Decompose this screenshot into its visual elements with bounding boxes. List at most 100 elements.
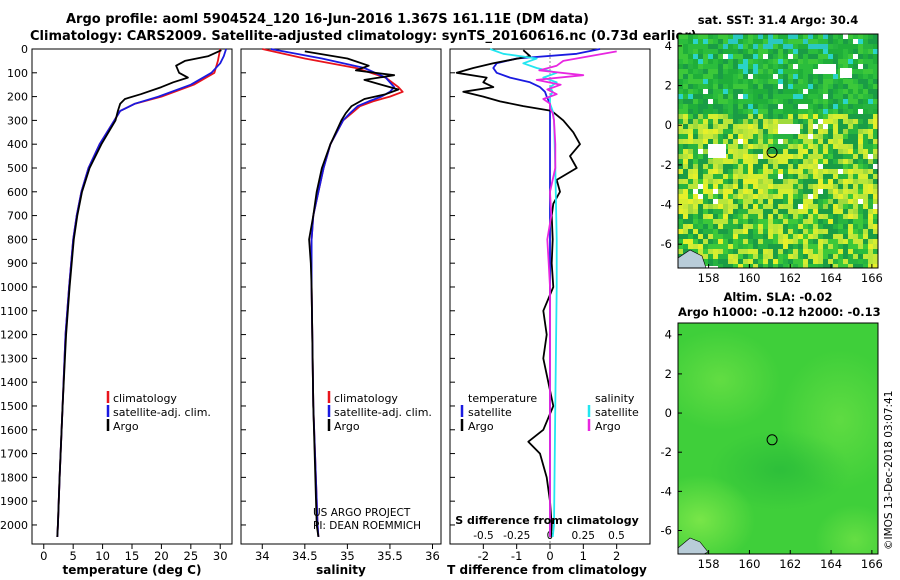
sst-cell	[753, 259, 758, 264]
sst-cell	[758, 34, 763, 39]
sst-cell	[708, 59, 713, 64]
sst-cell	[783, 44, 788, 49]
sst-cell	[808, 89, 813, 94]
series-line-t-satellite	[492, 48, 601, 537]
sst-cell	[823, 134, 828, 139]
sst-cell	[828, 164, 833, 169]
sst-cell	[718, 134, 723, 139]
sst-cell	[723, 99, 728, 104]
sst-cell	[768, 154, 773, 159]
sst-cell	[818, 219, 823, 224]
sst-cell	[863, 79, 868, 84]
sst-cell	[743, 239, 748, 244]
sst-cell	[818, 204, 823, 209]
sst-cell	[853, 94, 858, 99]
sst-cell	[793, 224, 798, 229]
sst-cell	[803, 179, 808, 184]
sst-cell	[708, 54, 713, 59]
sst-cell	[773, 159, 778, 164]
sst-cell	[833, 124, 838, 129]
sst-cell	[823, 139, 828, 144]
depth-tick-label: 1100	[0, 305, 28, 318]
sst-cell	[858, 264, 863, 268]
sst-cell	[753, 179, 758, 184]
sst-cell	[718, 259, 723, 264]
sst-cell	[758, 129, 763, 134]
sst-cell	[733, 144, 738, 149]
salinity-xlabel: salinity	[316, 563, 366, 577]
sst-cell	[828, 74, 833, 79]
sst-cell	[808, 109, 813, 114]
sst-cell	[758, 259, 763, 264]
sst-cell	[843, 114, 848, 119]
depth-tick-label: 2000	[0, 519, 28, 532]
sst-cell	[703, 209, 708, 214]
sst-cell	[678, 239, 683, 244]
sst-cell	[718, 224, 723, 229]
sst-cell	[818, 44, 823, 49]
sst-cell	[823, 39, 828, 44]
sst-cell	[733, 254, 738, 259]
sst-cell	[773, 254, 778, 259]
sst-cell	[823, 74, 828, 79]
sst-cell	[778, 149, 783, 154]
sst-cell	[693, 219, 698, 224]
map-y-tick-label: -4	[661, 484, 672, 498]
sst-cell	[783, 194, 788, 199]
sst-cell	[778, 219, 783, 224]
sst-cell	[693, 94, 698, 99]
sst-cell	[748, 54, 753, 59]
sst-cell	[713, 219, 718, 224]
sst-cell	[763, 99, 768, 104]
map-y-tick-label: -2	[661, 158, 672, 172]
sst-cell	[808, 179, 813, 184]
sst-cell	[738, 84, 743, 89]
sst-cell	[853, 39, 858, 44]
sst-cell	[798, 254, 803, 259]
sst-cell	[868, 54, 873, 59]
sst-cell	[853, 69, 858, 74]
sst-cell	[848, 224, 853, 229]
sst-cell	[693, 74, 698, 79]
sst-cell	[848, 164, 853, 169]
sst-cell	[853, 49, 858, 54]
sst-cell	[798, 99, 803, 104]
sst-cell	[688, 204, 693, 209]
sst-cell	[763, 254, 768, 259]
sst-cell	[703, 184, 708, 189]
sst-cell	[683, 209, 688, 214]
sst-cell	[873, 194, 878, 199]
temperature-x-axis: 0 5 10 15 20 25 30	[40, 544, 228, 563]
sst-cell	[828, 119, 833, 124]
sst-cell	[773, 184, 778, 189]
sst-cell	[708, 239, 713, 244]
sst-cell	[768, 229, 773, 234]
sst-cell	[828, 94, 833, 99]
sst-cell	[873, 224, 878, 229]
sst-cell	[813, 209, 818, 214]
sst-cell	[743, 244, 748, 249]
sst-cell	[688, 144, 693, 149]
sst-cell	[843, 254, 848, 259]
sst-cell	[718, 264, 723, 268]
sst-cell	[758, 89, 763, 94]
sst-cell	[813, 204, 818, 209]
sst-cell	[693, 69, 698, 74]
sst-cell	[798, 264, 803, 268]
sst-cell	[718, 109, 723, 114]
sst-cell	[748, 244, 753, 249]
sst-cell	[698, 159, 703, 164]
sst-cell	[698, 124, 703, 129]
sst-cell	[768, 259, 773, 264]
sst-cell	[848, 249, 853, 254]
sst-cell	[793, 259, 798, 264]
sst-cell	[823, 249, 828, 254]
sst-cell	[733, 39, 738, 44]
sst-cell	[763, 119, 768, 124]
sst-cell	[698, 59, 703, 64]
sst-cell	[808, 119, 813, 124]
sst-cell	[803, 84, 808, 89]
sst-cell	[763, 164, 768, 169]
sst-cell	[828, 49, 833, 54]
sst-cell	[713, 254, 718, 259]
